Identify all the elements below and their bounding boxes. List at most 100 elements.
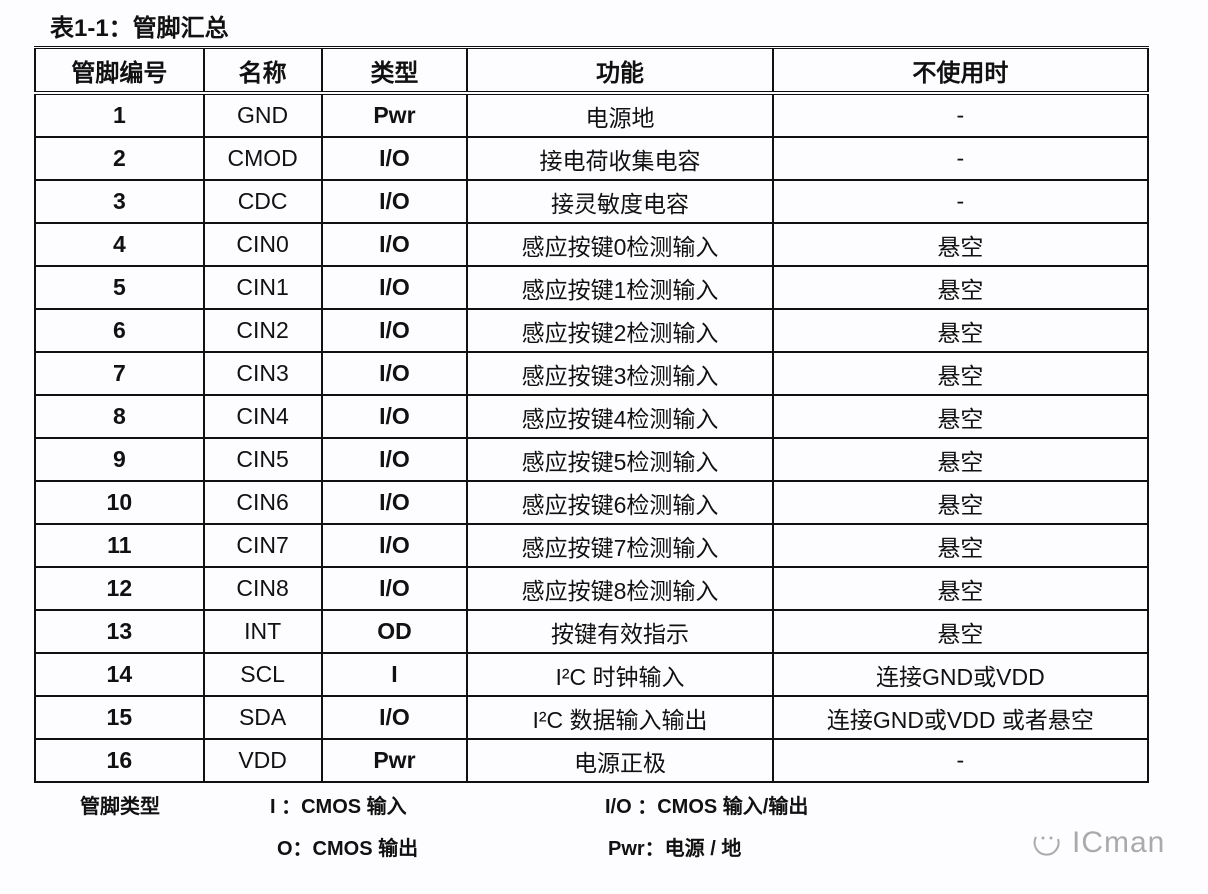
legend-io: I/O ：CMOS 输入/输出 (605, 796, 809, 818)
table-cell: CIN4 (202, 394, 323, 439)
table-cell: I (320, 652, 469, 697)
table-cell: 10 (34, 480, 205, 525)
legend-pwr: Pwr：电源 / 地 (608, 838, 742, 860)
table-cell: 悬空 (771, 609, 1150, 654)
table-row: 1 GND Pwr 电源地 - (34, 92, 1150, 138)
legend-o: O：CMOS 输出 (277, 838, 419, 860)
table-cell: - (771, 179, 1150, 224)
table-cell: CIN3 (202, 351, 323, 396)
column-header: 不使用时 (771, 46, 1150, 95)
table-cell: I/O (320, 437, 469, 482)
table-cell: Pwr (320, 92, 469, 138)
table-cell: 感应按键3检测输入 (466, 351, 774, 396)
table-cell: 感应按键5检测输入 (466, 437, 774, 482)
table-cell: 14 (34, 652, 205, 697)
table-cell: 1 (34, 92, 205, 138)
table-row: 5 CIN1 I/O 感应按键1检测输入 悬空 (34, 265, 1150, 310)
legend-i: I ：CMOS 输入 (270, 796, 407, 818)
table-cell: 感应按键4检测输入 (466, 394, 774, 439)
table-cell: 电源正极 (466, 738, 774, 783)
table-cell: I/O (320, 394, 469, 439)
table-row: 15 SDA I/O I²C 数据输入输出 连接GND或VDD 或者悬空 (34, 695, 1150, 740)
table-cell: 悬空 (771, 308, 1150, 353)
table-row: 2 CMOD I/O 接电荷收集电容 - (34, 136, 1150, 181)
table-cell: SDA (202, 695, 323, 740)
table-cell: I/O (320, 136, 469, 181)
table-cell: 感应按键1检测输入 (466, 265, 774, 310)
table-row: 10 CIN6 I/O 感应按键6检测输入 悬空 (34, 480, 1150, 525)
table-cell: 连接GND或VDD 或者悬空 (771, 695, 1150, 740)
table-cell: 感应按键0检测输入 (466, 222, 774, 267)
table-cell: CIN7 (202, 523, 323, 568)
table-row: 14 SCL I I²C 时钟输入 连接GND或VDD (34, 652, 1150, 697)
table-cell: 8 (34, 394, 205, 439)
column-header: 名称 (202, 46, 323, 95)
table-cell: OD (320, 609, 469, 654)
table-cell: CIN6 (202, 480, 323, 525)
table-cell: 9 (34, 437, 205, 482)
table-cell: 感应按键6检测输入 (466, 480, 774, 525)
table-cell: I/O (320, 351, 469, 396)
table-cell: Pwr (320, 738, 469, 783)
table-cell: 悬空 (771, 394, 1150, 439)
table-cell: CMOD (202, 136, 323, 181)
table-row: 16 VDD Pwr 电源正极 - (34, 738, 1150, 783)
column-header: 类型 (320, 46, 469, 95)
table-cell: - (771, 738, 1150, 783)
table-cell: I/O (320, 480, 469, 525)
table-row: 3 CDC I/O 接灵敏度电容 - (34, 179, 1150, 224)
table-cell: I/O (320, 308, 469, 353)
table-cell: I/O (320, 695, 469, 740)
table-cell: 接灵敏度电容 (466, 179, 774, 224)
table-cell: - (771, 92, 1150, 138)
table-cell: INT (202, 609, 323, 654)
table-row: 4 CIN0 I/O 感应按键0检测输入 悬空 (34, 222, 1150, 267)
table-cell: I/O (320, 566, 469, 611)
table-cell: 悬空 (771, 265, 1150, 310)
legend-label: 管脚类型 (80, 796, 160, 818)
table-cell: CDC (202, 179, 323, 224)
table-cell: CIN5 (202, 437, 323, 482)
table-row: 13 INT OD 按键有效指示 悬空 (34, 609, 1150, 654)
table-cell: CIN0 (202, 222, 323, 267)
table-cell: I/O (320, 523, 469, 568)
table-row: 7 CIN3 I/O 感应按键3检测输入 悬空 (34, 351, 1150, 396)
table-cell: 按键有效指示 (466, 609, 774, 654)
table-cell: GND (202, 92, 323, 138)
table-cell: 7 (34, 351, 205, 396)
table-cell: 12 (34, 566, 205, 611)
table-cell: 感应按键7检测输入 (466, 523, 774, 568)
header-row: 管脚编号 名称 类型 功能 不使用时 (34, 46, 1150, 95)
watermark-text: ICman (1072, 826, 1166, 859)
column-header: 管脚编号 (34, 46, 205, 95)
table-cell: 感应按键2检测输入 (466, 308, 774, 353)
table-cell: 悬空 (771, 351, 1150, 396)
table-cell: 6 (34, 308, 205, 353)
pin-summary-table: 管脚编号 名称 类型 功能 不使用时 1 GND Pwr 电源地 -2 CMOD I/O 接电荷收集电… (34, 46, 1150, 783)
table-cell: 15 (34, 695, 205, 740)
table-cell: 4 (34, 222, 205, 267)
table-cell: CIN1 (202, 265, 323, 310)
table-cell: 2 (34, 136, 205, 181)
table-cell: 电源地 (466, 92, 774, 138)
table-cell: CIN2 (202, 308, 323, 353)
table-cell: 5 (34, 265, 205, 310)
table-cell: CIN8 (202, 566, 323, 611)
watermark: ICman (1030, 826, 1165, 861)
table-cell: 悬空 (771, 523, 1150, 568)
table-cell: 连接GND或VDD (771, 652, 1150, 697)
table-cell: 13 (34, 609, 205, 654)
table-cell: I²C 时钟输入 (466, 652, 774, 697)
table-cell: VDD (202, 738, 323, 783)
table-cell: I²C 数据输入输出 (466, 695, 774, 740)
table-row: 8 CIN4 I/O 感应按键4检测输入 悬空 (34, 394, 1150, 439)
table-cell: 悬空 (771, 566, 1150, 611)
table-cell: 悬空 (771, 480, 1150, 525)
table-cell: I/O (320, 222, 469, 267)
table-cell: I/O (320, 265, 469, 310)
table-cell: 11 (34, 523, 205, 568)
table-cell: 接电荷收集电容 (466, 136, 774, 181)
table-cell: 16 (34, 738, 205, 783)
table-title: 表1-1：管脚汇总 (50, 15, 229, 42)
table-cell: 3 (34, 179, 205, 224)
